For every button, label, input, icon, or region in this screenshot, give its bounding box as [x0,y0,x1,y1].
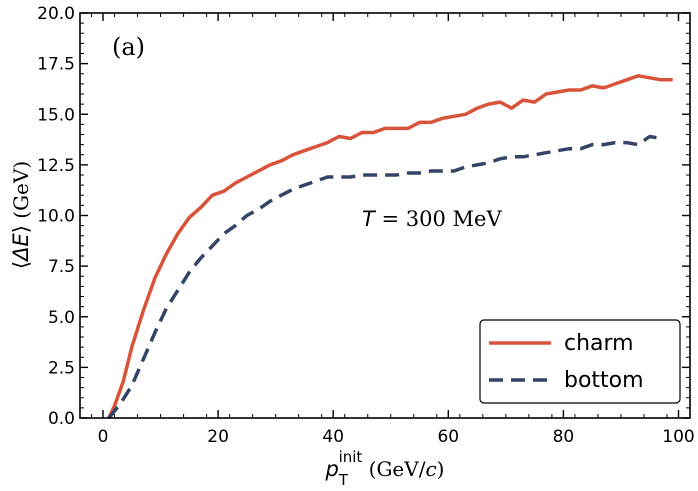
y-tick-label: 5.0 [48,308,75,328]
x-tick-label: 40 [322,427,344,447]
y-tick-label: 2.5 [48,358,75,378]
y-axis-close: ⟩ [9,225,33,233]
y-axis-symbol: ΔE [9,233,33,263]
temperature-value: = 300 MeV [375,207,503,231]
x-axis-symbol: p [325,457,339,481]
y-axis-open: ⟨ [9,261,33,269]
x-tick-label: 20 [207,427,229,447]
temperature-symbol: T [362,207,377,231]
y-tick-label: 12.5 [37,156,75,176]
x-axis-unit-open: (GeV/ [362,457,425,481]
panel-label: (a) [112,33,145,61]
x-tick-label: 0 [98,427,109,447]
x-tick-label: 80 [553,427,575,447]
legend-bottom-label: bottom [564,368,644,393]
y-tick-label: 0.0 [48,409,75,429]
y-axis-label: ⟨ΔE⟩ (GeV) [9,161,33,269]
temperature-annotation: T = 300 MeV [362,207,502,231]
series-layer [107,74,673,420]
x-axis-label: pTinit (GeV/c) [325,448,445,489]
x-axis-unit-symbol: c [425,457,436,481]
y-tick-label: 15.0 [37,105,75,125]
y-tick-label: 7.5 [48,257,75,277]
plot-frame [79,12,691,419]
x-tick-label: 100 [662,427,694,447]
y-tick-label: 17.5 [37,55,75,75]
charm-series-line [107,74,673,419]
bottom-series-line [107,134,662,420]
y-tick-label: 10.0 [37,207,75,227]
y-axis-unit: (GeV) [9,161,33,225]
y-tick-label: 20.0 [37,4,75,24]
legend-charm-label: charm [564,331,634,356]
x-axis-unit-close: ) [437,457,445,481]
legend: charm bottom [479,319,681,404]
x-axis-superscript: init [339,448,363,466]
legend-box [479,319,681,404]
x-axis-subscript: T [338,471,349,489]
x-tick-label: 60 [437,427,459,447]
